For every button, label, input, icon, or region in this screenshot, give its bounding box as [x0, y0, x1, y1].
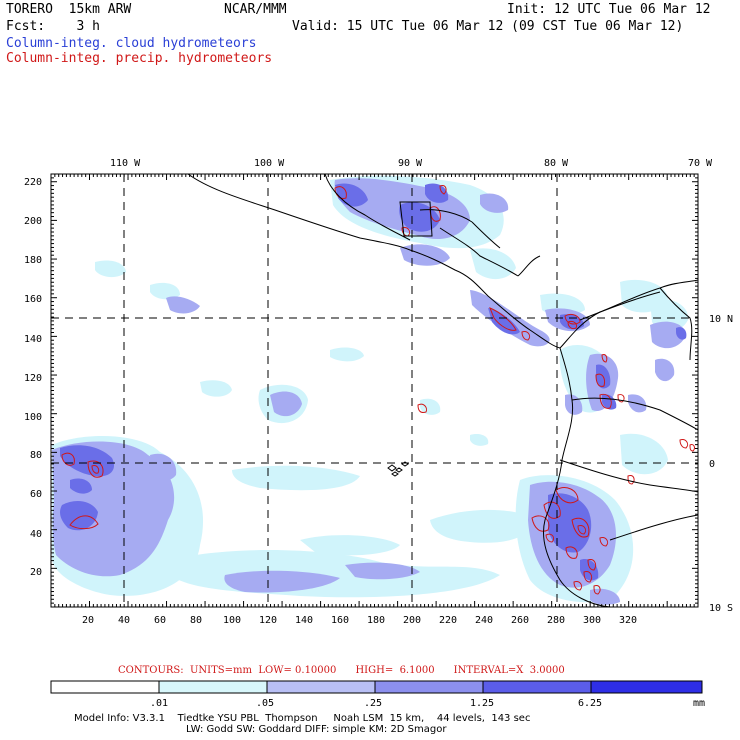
colorbar-units: mm — [693, 698, 705, 709]
colorbar-label: 6.25 — [578, 698, 602, 709]
y-tick-label: 80 — [30, 450, 42, 461]
x-tick-label: 40 — [118, 615, 130, 626]
colorbar-bin — [51, 681, 159, 693]
forecast-hour: Fcst: 3 h — [6, 19, 100, 34]
latlon-grid — [51, 174, 698, 607]
x-tick-label: 280 — [547, 615, 565, 626]
x-tick-label: 220 — [439, 615, 457, 626]
colorbar: .01 .05 .25 1.25 6.25 mm — [50, 680, 705, 709]
y-tick-label: 20 — [30, 567, 42, 578]
lon-label-90w: 90 W — [398, 158, 423, 169]
x-tick-label: 300 — [583, 615, 601, 626]
colorbar-label: .25 — [364, 698, 382, 709]
x-tick-label: 160 — [331, 615, 349, 626]
model-title: TORERO 15km ARW — [6, 2, 132, 17]
x-tick-label: 320 — [619, 615, 637, 626]
field-cloud-label: Column-integ. cloud hydrometeors — [6, 36, 257, 51]
x-tick-label: 180 — [367, 615, 385, 626]
y-tick-label: 160 — [24, 294, 42, 305]
x-tick-label: 260 — [511, 615, 529, 626]
y-tick-label: 100 — [24, 412, 42, 423]
y-tick-labels: 20 40 60 80 100 120 140 160 180 200 220 — [24, 177, 42, 578]
model-info-line2: LW: Godd SW: Goddard DIFF: simple KM: 2D… — [186, 724, 447, 735]
lon-label-80w: 80 W — [544, 158, 569, 169]
valid-time: Valid: 15 UTC Tue 06 Mar 12 (09 CST Tue … — [292, 19, 684, 34]
y-tick-label: 220 — [24, 177, 42, 188]
colorbar-bin — [483, 681, 591, 693]
x-tick-label: 80 — [190, 615, 202, 626]
colorbar-label: 1.25 — [470, 698, 494, 709]
lat-label-0: 0 — [709, 459, 715, 470]
y-tick-label: 60 — [30, 489, 42, 500]
x-tick-label: 100 — [223, 615, 241, 626]
x-tick-label: 140 — [295, 615, 313, 626]
y-tick-label: 140 — [24, 334, 42, 345]
contour-info: CONTOURS: UNITS=mm LOW= 0.10000 HIGH= 6.… — [118, 665, 565, 676]
lon-label-110w: 110 W — [110, 158, 141, 169]
colorbar-label: .01 — [150, 698, 168, 709]
y-tick-label: 120 — [24, 373, 42, 384]
x-tick-label: 240 — [475, 615, 493, 626]
colorbar-bin — [591, 681, 702, 693]
colorbar-frame — [50, 680, 703, 694]
x-tick-label: 200 — [403, 615, 421, 626]
coastlines — [187, 174, 698, 607]
colorbar-bin — [375, 681, 483, 693]
center-name: NCAR/MMM — [224, 2, 287, 17]
lat-label-10n: 10 N — [709, 314, 733, 325]
field-precip-label: Column-integ. precip. hydrometeors — [6, 51, 273, 66]
y-tick-label: 40 — [30, 529, 42, 540]
y-tick-label: 180 — [24, 255, 42, 266]
colorbar-label: .05 — [256, 698, 274, 709]
init-time: Init: 12 UTC Tue 06 Mar 12 — [507, 2, 711, 17]
colorbar-bin — [267, 681, 375, 693]
x-tick-label: 60 — [154, 615, 166, 626]
axis-ticks — [51, 174, 698, 607]
lat-label-10s: 10 S — [709, 603, 733, 614]
x-tick-label: 120 — [259, 615, 277, 626]
precip-contours — [61, 185, 695, 595]
lon-label-100w: 100 W — [254, 158, 285, 169]
lon-label-70w: 70 W — [688, 158, 713, 169]
x-tick-labels: 20 40 60 80 100 120 140 160 180 200 220 … — [82, 615, 637, 626]
model-info-line1: Model Info: V3.3.1 Tiedtke YSU PBL Thomp… — [74, 713, 531, 724]
y-tick-label: 200 — [24, 216, 42, 227]
x-tick-label: 20 — [82, 615, 94, 626]
colorbar-bin — [159, 681, 267, 693]
